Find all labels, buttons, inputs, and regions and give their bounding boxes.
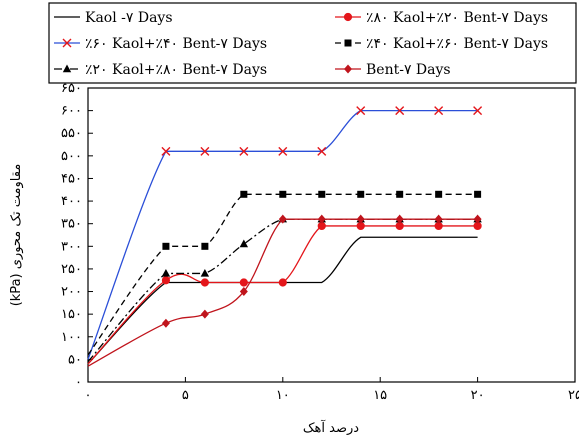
legend-item: ٪۴۰ Kaol+٪۶۰ Bent-۷ Days (335, 36, 548, 52)
data-point (161, 268, 171, 277)
data-point (317, 214, 326, 224)
series-line (87, 218, 478, 367)
series-3 (87, 106, 483, 360)
data-point (239, 287, 248, 297)
data-point (395, 214, 404, 224)
series-1 (87, 236, 478, 365)
y-tick-label: ۴۰۰ (61, 194, 82, 209)
legend-label: ٪۶۰ Kaol+٪۴۰ Bent-۷ Days (85, 36, 267, 52)
legend-label: ٪۲۰ Kaol+٪۸۰ Bent-۷ Days (85, 62, 267, 78)
data-point (356, 106, 366, 116)
y-tick-label: ۱۵۰ (61, 307, 82, 322)
data-point (395, 106, 405, 116)
y-tick-label: ۶۵۰ (61, 81, 82, 96)
x-tick-label: ۱۵ (373, 388, 387, 403)
plot-area (87, 87, 576, 383)
data-point (161, 146, 171, 156)
y-tick-label: ۳۵۰ (61, 217, 82, 232)
series-2 (87, 221, 482, 365)
data-point (356, 214, 365, 224)
y-axis-title: مقاومت تک محوری (kPa) (9, 164, 24, 307)
legend-item: Bent-۷ Days (335, 62, 451, 78)
data-point (239, 146, 249, 156)
data-point (278, 214, 287, 224)
data-point (161, 318, 170, 328)
data-point (240, 190, 248, 198)
data-point (434, 106, 444, 116)
data-point (434, 214, 443, 224)
data-point (473, 106, 483, 116)
y-tick-label: ۳۰۰ (61, 239, 82, 254)
data-point (317, 146, 327, 156)
data-point (200, 268, 210, 277)
legend-label: Kaol -۷ Days (85, 10, 173, 26)
series-line (87, 193, 478, 356)
data-point (200, 146, 210, 156)
legend-label: ٪۴۰ Kaol+٪۶۰ Bent-۷ Days (366, 36, 548, 52)
x-axis-title: درصد آهک (303, 419, 359, 436)
data-point (278, 146, 288, 156)
legend-marker (344, 39, 352, 47)
data-point (435, 190, 443, 198)
data-point (279, 190, 287, 198)
data-point (200, 309, 209, 319)
y-tick-label: ۰ (75, 375, 82, 390)
data-point (161, 276, 171, 285)
legend-item: ٪۸۰ Kaol+٪۲۰ Bent-۷ Days (335, 10, 548, 26)
y-tick-label: ۶۰۰ (61, 104, 82, 119)
series-line (87, 109, 478, 360)
data-point (278, 278, 287, 287)
legend-frame (48, 2, 577, 84)
x-tick-label: ۵ (182, 388, 189, 403)
y-tick-label: ۲۵۰ (61, 262, 82, 277)
data-point (162, 242, 170, 250)
data-point (318, 190, 326, 198)
y-tick-label: ۵۵۰ (61, 126, 82, 141)
legend: Kaol -۷ Days ٪۸۰ Kaol+٪۲۰ Bent-۷ Days ٪۶۰ … (48, 2, 577, 84)
x-tick-label: ۲۰ (471, 388, 485, 403)
series-line (87, 218, 478, 363)
data-point (474, 190, 482, 198)
series-6 (87, 214, 482, 367)
data-point (357, 190, 365, 198)
legend-marker (62, 38, 72, 48)
axis-ticks: ۰ ۵ ۱۰ ۱۵ ۲۰ ۲۵۰۵۰۱۰۰۱۵۰۲۰۰۲۵۰۳۰۰۳۵۰۴۰۰۴۵۰۵۰۰… (61, 81, 579, 403)
data-point (201, 242, 209, 250)
legend-marker (343, 12, 353, 22)
y-tick-label: ۵۰ (68, 352, 82, 367)
data-point (473, 214, 482, 224)
data-point (396, 190, 404, 198)
series-line (87, 225, 478, 365)
y-tick-label: ۵۰۰ (61, 149, 82, 164)
series-line (87, 236, 478, 365)
legend-marker (344, 64, 352, 74)
legend-label: ٪۸۰ Kaol+٪۲۰ Bent-۷ Days (366, 10, 548, 26)
legend-item: Kaol -۷ Days (54, 10, 173, 26)
legend-label: Bent-۷ Days (366, 62, 451, 78)
data-point (239, 278, 248, 287)
y-tick-label: ۲۰۰ (61, 285, 82, 300)
data-point (200, 278, 209, 287)
legend-marker (62, 64, 72, 73)
series-4 (87, 190, 482, 356)
y-tick-label: ۴۵۰ (61, 171, 82, 186)
plot-frame (87, 87, 576, 383)
x-tick-label: ۲۵ (568, 388, 579, 403)
data-point (239, 239, 249, 248)
x-tick-label: ۱۰ (276, 388, 290, 403)
legend-item: ٪۶۰ Kaol+٪۴۰ Bent-۷ Days (54, 36, 267, 52)
legend-item: ٪۲۰ Kaol+٪۸۰ Bent-۷ Days (54, 62, 267, 78)
series-group (87, 106, 483, 367)
y-tick-label: ۱۰۰ (61, 330, 82, 345)
x-tick-label: ۰ (85, 388, 92, 403)
